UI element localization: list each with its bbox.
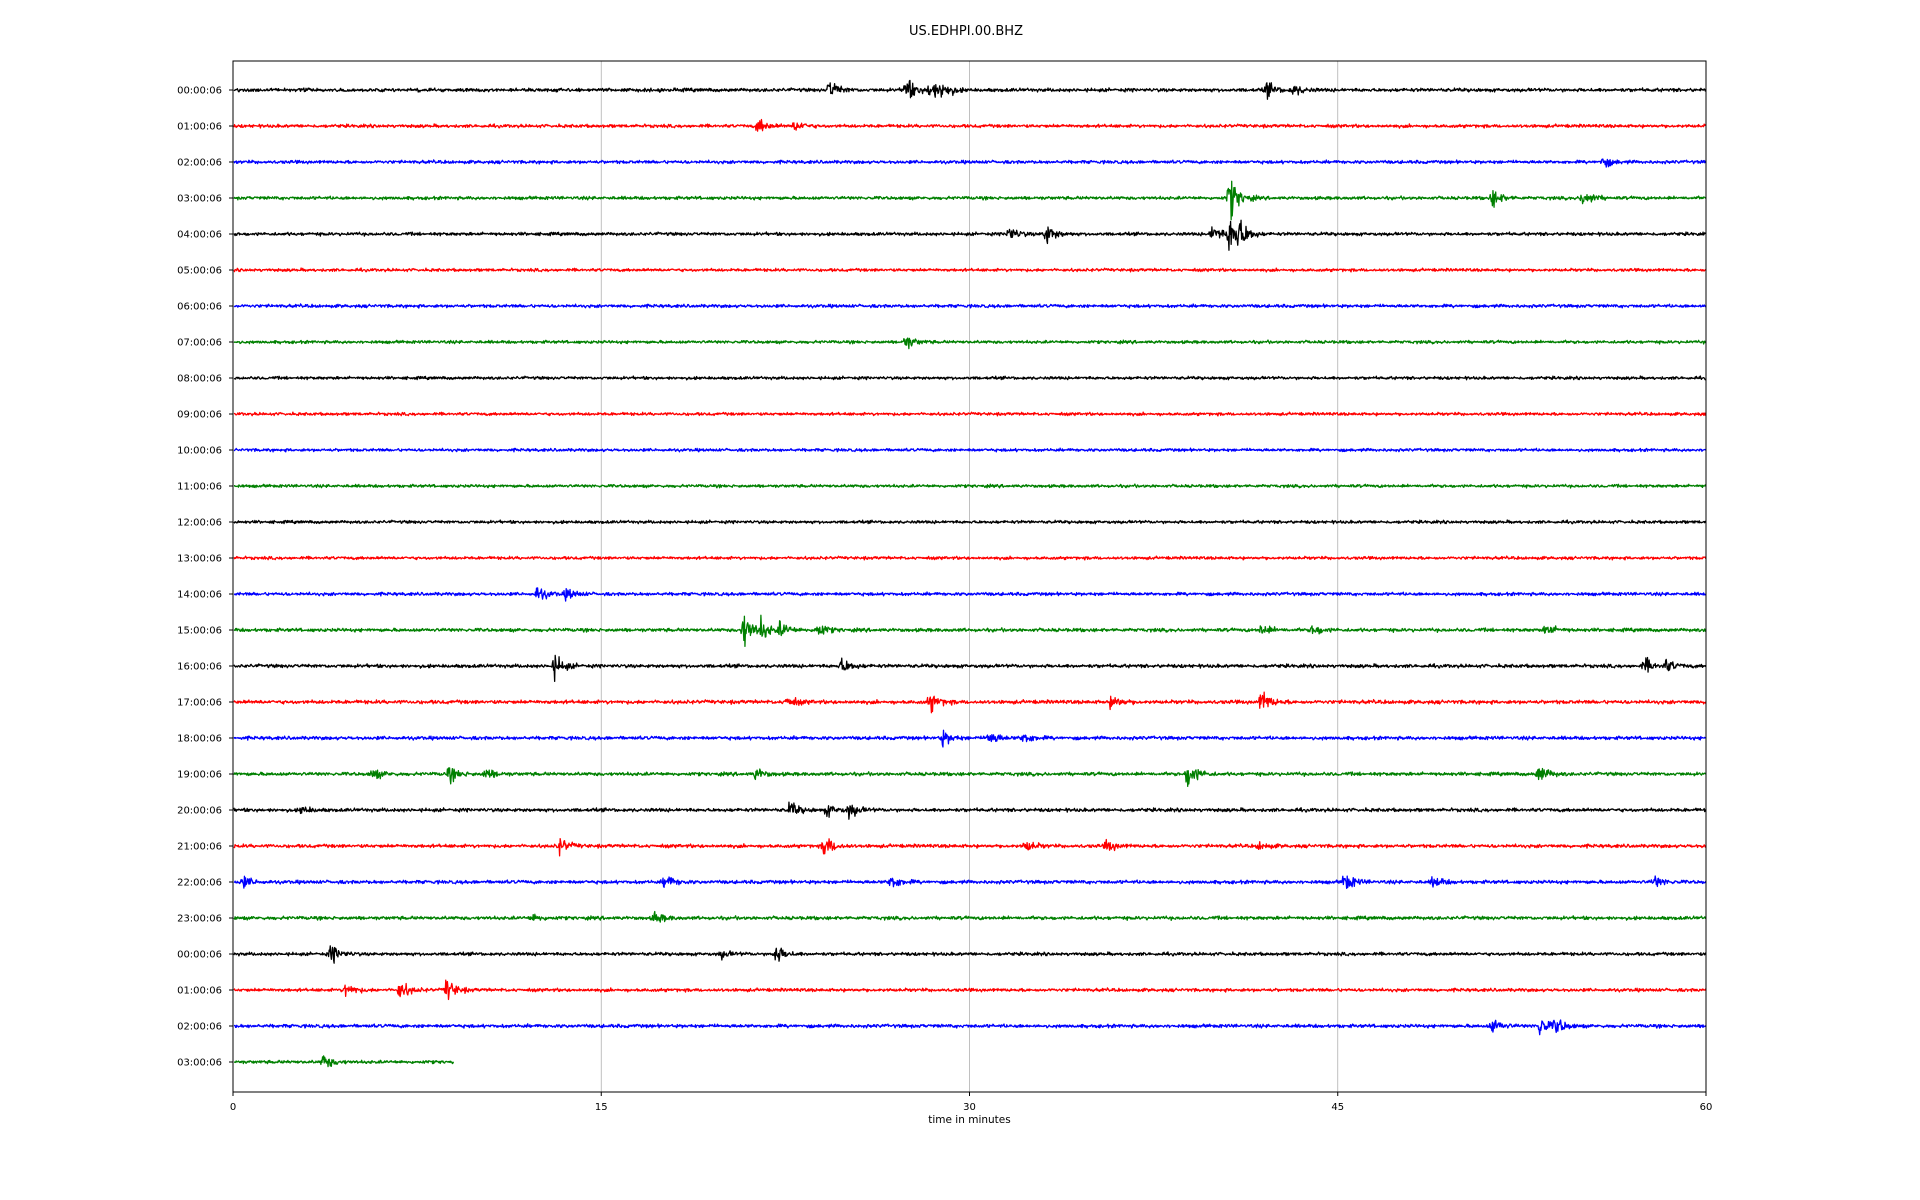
seismic-trace <box>233 837 1707 857</box>
trace-start-label: 15:00:06 <box>177 626 222 637</box>
trace-start-label: 20:00:06 <box>177 806 222 817</box>
seismic-trace <box>233 519 1707 525</box>
seismic-trace <box>233 411 1707 417</box>
trace-start-label: 21:00:06 <box>177 842 222 853</box>
seismic-trace <box>233 219 1707 251</box>
trace-start-label: 06:00:06 <box>177 302 222 313</box>
trace-start-label: 00:00:06 <box>177 86 222 97</box>
seismic-trace <box>233 79 1707 100</box>
seismic-trace <box>233 691 1707 714</box>
x-tick-label: 15 <box>595 1102 608 1113</box>
grid-lines <box>600 61 1339 1092</box>
seismic-trace <box>233 945 1707 964</box>
y-tick-labels: 00:00:06 01:00:06 02:00:06 03:00:06 04:00:06… <box>177 86 233 1069</box>
trace-start-label: 00:00:06 <box>177 950 222 961</box>
seismic-trace <box>233 1019 1707 1036</box>
seismic-trace <box>233 267 1707 273</box>
seismic-trace <box>233 483 1707 489</box>
trace-start-label: 18:00:06 <box>177 734 222 745</box>
trace-start-label: 10:00:06 <box>177 446 222 457</box>
trace-start-label: 05:00:06 <box>177 266 222 277</box>
x-tick-label: 0 <box>230 1102 236 1113</box>
seismic-trace <box>233 303 1707 309</box>
trace-start-label: 04:00:06 <box>177 230 222 241</box>
seismic-trace <box>233 801 1707 820</box>
trace-start-label: 17:00:06 <box>177 698 222 709</box>
trace-start-label: 09:00:06 <box>177 410 222 421</box>
trace-start-label: 23:00:06 <box>177 914 222 925</box>
trace-start-label: 16:00:06 <box>177 662 222 673</box>
seismic-trace <box>233 614 1707 647</box>
chart-title: US.EDHPI.00.BHZ <box>909 24 1023 39</box>
x-axis-label: time in minutes <box>928 1114 1010 1126</box>
seismic-trace <box>233 875 1707 890</box>
x-tick-label: 60 <box>1700 1102 1713 1113</box>
seismic-trace <box>233 729 1706 748</box>
trace-start-label: 01:00:06 <box>177 986 222 997</box>
trace-start-label: 22:00:06 <box>177 878 222 889</box>
seismic-trace <box>233 767 1707 788</box>
seismic-trace <box>233 158 1707 168</box>
seismic-trace <box>233 337 1707 350</box>
seismic-trace <box>233 375 1706 381</box>
seismic-trace <box>233 910 1707 923</box>
trace-start-label: 14:00:06 <box>177 590 222 601</box>
seismic-trace <box>233 979 1707 1001</box>
trace-start-label: 13:00:06 <box>177 554 222 565</box>
trace-group <box>233 79 1707 1068</box>
x-axis: 0 15 30 45 60 <box>230 1092 1713 1113</box>
trace-start-label: 11:00:06 <box>177 482 222 493</box>
x-tick-label: 45 <box>1331 1102 1344 1113</box>
seismic-trace <box>233 1055 455 1068</box>
trace-start-label: 07:00:06 <box>177 338 222 349</box>
seismic-trace <box>233 587 1707 602</box>
trace-start-label: 19:00:06 <box>177 770 222 781</box>
seismic-trace <box>233 555 1707 561</box>
seismic-trace <box>233 654 1707 682</box>
seismic-trace <box>233 447 1707 453</box>
trace-start-label: 12:00:06 <box>177 518 222 529</box>
seismic-trace <box>233 118 1707 132</box>
trace-start-label: 01:00:06 <box>177 122 222 133</box>
trace-start-label: 03:00:06 <box>177 194 222 205</box>
seismic-trace <box>233 180 1706 221</box>
trace-start-label: 02:00:06 <box>177 1022 222 1033</box>
trace-start-label: 08:00:06 <box>177 374 222 385</box>
trace-start-label: 03:00:06 <box>177 1058 222 1069</box>
x-tick-label: 30 <box>963 1102 976 1113</box>
trace-start-label: 02:00:06 <box>177 158 222 169</box>
